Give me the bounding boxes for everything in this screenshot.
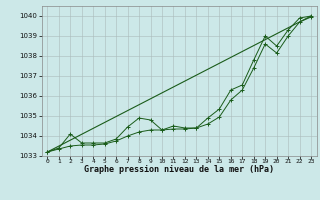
- X-axis label: Graphe pression niveau de la mer (hPa): Graphe pression niveau de la mer (hPa): [84, 165, 274, 174]
